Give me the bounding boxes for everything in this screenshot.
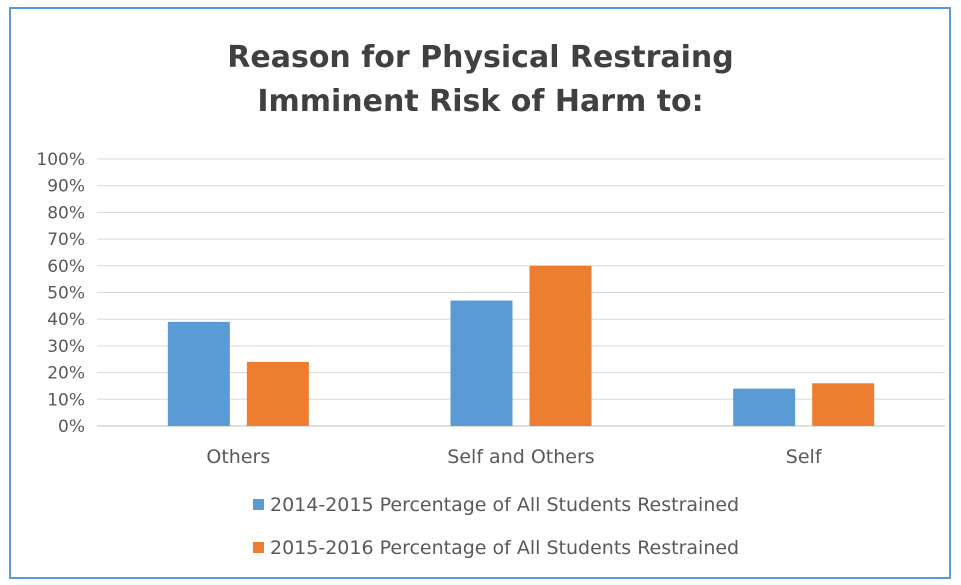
chart-title-line-2: Imminent Risk of Harm to: xyxy=(257,84,704,119)
legend-swatch xyxy=(253,499,264,510)
y-tick-label: 100% xyxy=(36,150,85,170)
y-tick-label: 40% xyxy=(47,310,85,330)
gridlines xyxy=(97,158,945,427)
y-tick-label: 70% xyxy=(47,230,85,250)
y-tick-label: 20% xyxy=(47,364,85,384)
x-category-label: Self and Others xyxy=(447,446,594,468)
bars xyxy=(167,265,875,426)
legend-swatch xyxy=(253,542,264,553)
legend-label: 2014-2015 Percentage of All Students Res… xyxy=(270,494,739,516)
x-category-label: Self xyxy=(786,446,823,468)
bar-self-and-others-series-2 xyxy=(529,265,592,426)
y-tick-label: 10% xyxy=(47,390,85,410)
y-tick-label: 0% xyxy=(58,417,85,437)
y-tick-label: 90% xyxy=(47,177,85,197)
y-tick-label: 30% xyxy=(47,337,85,357)
bar-self-series-2 xyxy=(812,383,875,426)
bar-others-series-2 xyxy=(246,361,309,426)
legend: 2014-2015 Percentage of All Students Res… xyxy=(253,494,739,559)
y-axis-ticks: 0% 10% 20% 30% 40% 50% 60% 70% 80% 90% 100% xyxy=(36,150,85,437)
y-tick-label: 50% xyxy=(47,284,85,304)
legend-label: 2015-2016 Percentage of All Students Res… xyxy=(270,537,739,559)
y-tick-label: 60% xyxy=(47,257,85,277)
bar-self-series-1 xyxy=(733,388,796,426)
y-tick-label: 80% xyxy=(47,203,85,223)
x-axis-categories: Others Self and Others Self xyxy=(206,446,822,468)
bar-self-and-others-series-1 xyxy=(450,300,513,426)
x-category-label: Others xyxy=(206,446,270,468)
bar-others-series-1 xyxy=(167,321,230,426)
chart-title-line-1: Reason for Physical Restraing xyxy=(227,40,734,75)
